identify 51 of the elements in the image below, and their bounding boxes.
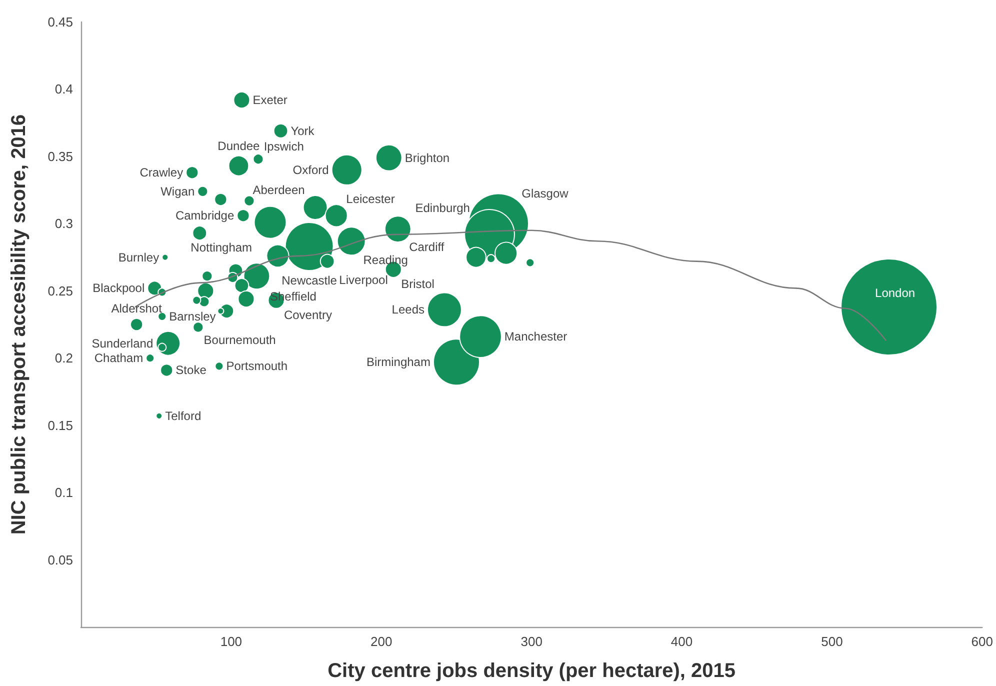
- x-tick-label: 100: [220, 634, 242, 649]
- annotation: Stoke: [176, 363, 207, 378]
- x-tick-label: 200: [370, 634, 392, 649]
- x-tick-label: 300: [520, 634, 542, 649]
- annotation: Exeter: [252, 92, 288, 107]
- annotation: London: [875, 286, 916, 300]
- annotation: Aberdeen: [252, 183, 305, 198]
- annotation: Coventry: [284, 308, 332, 322]
- y-tick-label: 0.25: [48, 283, 73, 298]
- annotation: Reading: [363, 253, 408, 268]
- y-tick-label: 0.4: [54, 82, 73, 97]
- annotation: Cambridge: [175, 208, 234, 223]
- x-tick-label: 400: [670, 634, 693, 649]
- annotation: Bournemouth: [204, 332, 276, 347]
- y-tick-label: 0.1: [54, 485, 73, 500]
- annotation: York: [290, 124, 316, 138]
- annotation: Leeds: [392, 302, 425, 317]
- annotation: Birmingham: [366, 355, 430, 370]
- y-tick-label: 0.45: [48, 14, 73, 30]
- annotation: Telford: [165, 408, 202, 423]
- annotation: Glasgow: [522, 186, 569, 201]
- annotation: Nottingham: [190, 240, 252, 255]
- y-axis-title: NIC public transport accesibility score, 2016: [8, 114, 30, 535]
- y-tick-label: 0.05: [48, 552, 73, 568]
- annotation: Newcastle: [282, 274, 338, 288]
- y-tick-label: 0.15: [48, 418, 73, 433]
- x-axis-title: City centre jobs density (per hectare), 2015: [328, 660, 736, 682]
- y-tick-label: 0.35: [48, 148, 73, 164]
- annotation: Blackpool: [92, 281, 145, 296]
- y-tick-label: 0.3: [54, 216, 73, 232]
- x-tick-label: 600: [971, 634, 994, 649]
- annotation: Ipswich: [264, 140, 304, 154]
- annotation: Chatham: [94, 351, 144, 366]
- annotation: Crawley: [140, 166, 184, 180]
- annotation: Liverpool: [339, 273, 388, 288]
- annotation: Bristol: [401, 277, 434, 292]
- annotation: Manchester: [504, 330, 568, 344]
- annotation: Sunderland: [92, 336, 154, 350]
- y-tick-label: 0.2: [54, 350, 73, 366]
- annotation: Aldershot: [111, 301, 163, 316]
- annotation: Dundee: [218, 138, 260, 153]
- annotation: Brighton: [404, 150, 450, 165]
- annotation: Oxford: [292, 162, 329, 177]
- annotation: Wigan: [160, 184, 195, 198]
- annotation: Barnsley: [169, 309, 216, 324]
- annotation: Edinburgh: [415, 200, 470, 215]
- x-tick-label: 500: [821, 634, 843, 649]
- annotation: Leicester: [346, 192, 395, 206]
- annotation: Burnley: [118, 250, 160, 264]
- annotation: Cardiff: [409, 240, 445, 254]
- annotation: Portsmouth: [226, 359, 288, 374]
